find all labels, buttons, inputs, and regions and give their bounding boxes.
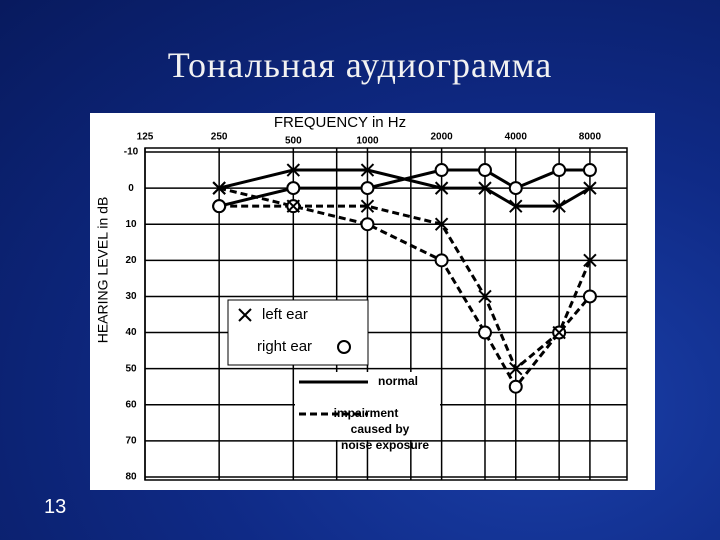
data-point [286,181,301,196]
data-point [509,361,523,376]
legend-symbol [337,340,351,354]
data-point [552,325,566,340]
page-number: 13 [44,496,67,518]
data-point [360,163,375,177]
data-point [477,325,492,340]
data-point [360,199,375,213]
data-point [552,163,567,178]
data-point [509,199,523,213]
data-point [582,289,597,304]
y-tick-label: 40 [125,327,137,338]
legend-label: impairment [334,406,399,420]
x-tick-label: 500 [285,136,302,147]
legend-label: right ear [257,338,312,355]
y-tick-label: 70 [125,436,137,447]
data-point [212,181,226,195]
x-tick-label: 2000 [430,132,453,143]
x-tick-label: 1000 [356,136,379,147]
y-tick-label: 80 [125,472,137,483]
y-axis-title: HEARING LEVEL in dB [95,197,111,344]
data-point [583,253,597,268]
y-tick-label: 60 [125,399,137,410]
data-point [434,181,449,195]
y-tick-label: 20 [125,255,137,266]
legend-symbol [238,308,252,322]
series-line [218,186,592,372]
data-point [360,181,375,196]
data-point [434,253,449,268]
data-point [286,199,301,213]
data-point [508,181,523,196]
data-point [478,289,492,304]
y-tick-label: -10 [124,147,139,158]
data-point [478,181,492,195]
y-tick-label: 30 [125,291,137,302]
series-line [218,168,591,208]
legend-label: normal [378,374,418,388]
data-point [286,163,301,177]
x-tick-label: 250 [211,132,228,143]
y-tick-label: 50 [125,363,137,374]
data-point [434,163,449,178]
series-line [219,204,592,390]
legend-label: left ear [262,306,308,323]
x-tick-label: 4000 [505,132,528,143]
data-point [552,199,566,213]
data-point [212,199,227,214]
y-tick-label: 10 [125,219,137,230]
legend-box [227,299,369,366]
data-point [582,163,597,178]
data-point [360,217,375,232]
data-point [508,379,523,394]
x-tick-label: 125 [137,132,154,143]
series-line [218,168,590,208]
x-axis-title: FREQUENCY in Hz [274,114,406,131]
data-point [583,181,597,195]
legend-label: caused by [351,422,410,436]
y-tick-label: 0 [128,183,134,194]
data-point [477,163,492,178]
x-tick-label: 8000 [579,132,602,143]
data-point [434,217,449,231]
legend-label: noise exposure [341,438,429,452]
slide-title: Тональная аудиограмма [167,45,553,85]
